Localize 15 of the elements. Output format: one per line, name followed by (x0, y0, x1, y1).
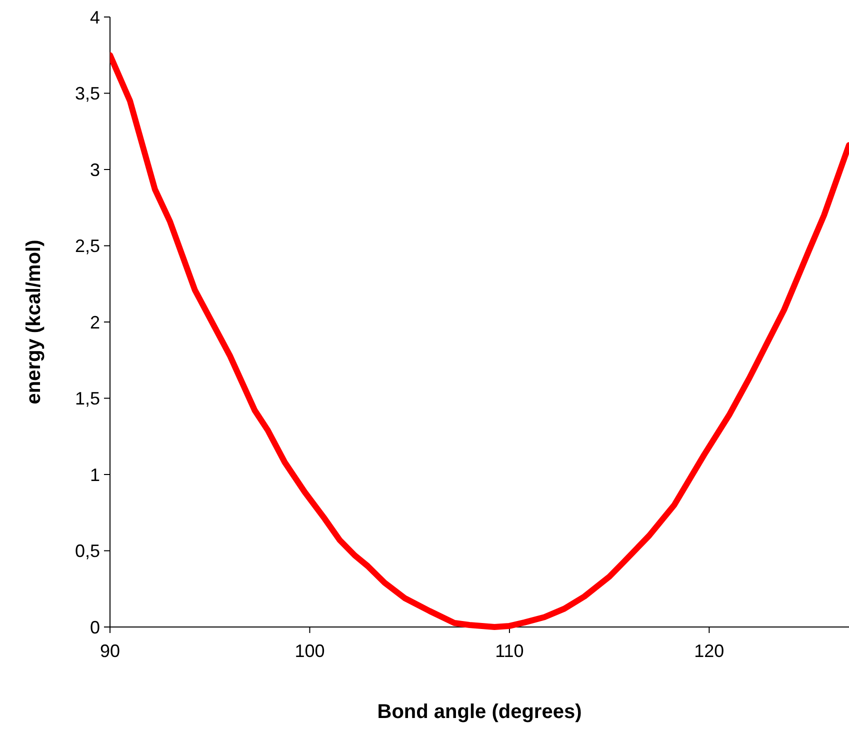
x-axis-title: Bond angle (degrees) (377, 701, 582, 723)
x-tick-label: 90 (100, 641, 120, 661)
y-tick-label: 2 (90, 312, 100, 332)
x-tick-label: 110 (495, 641, 524, 661)
y-tick-label: 1,5 (74, 388, 100, 409)
y-tick-label: 3 (90, 160, 100, 180)
y-tick-label: 0,5 (74, 541, 100, 562)
y-tick-label: 1 (90, 464, 100, 485)
y-axis-title: energy (kcal/mol) (23, 240, 45, 404)
y-tick-label: 3,5 (74, 84, 100, 104)
y-tick-label: 0 (90, 617, 100, 638)
x-tick-label: 100 (294, 641, 325, 661)
y-tick-label: 4 (90, 7, 100, 28)
x-tick-label: 120 (694, 641, 724, 661)
y-tick-label: 2,5 (74, 236, 100, 256)
